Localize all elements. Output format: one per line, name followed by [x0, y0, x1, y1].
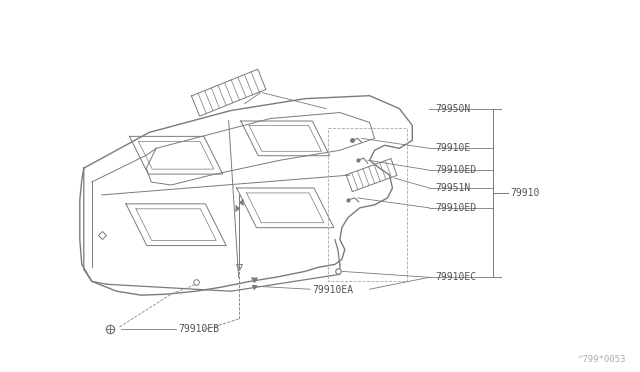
Text: ^799*0053: ^799*0053: [577, 355, 626, 364]
Text: 79910EA: 79910EA: [312, 285, 353, 295]
Text: 79910EB: 79910EB: [178, 324, 219, 334]
Text: 79951N: 79951N: [435, 183, 470, 193]
Text: 79910ED: 79910ED: [435, 165, 476, 175]
Text: 79910E: 79910E: [435, 143, 470, 153]
Text: 79950N: 79950N: [435, 103, 470, 113]
Text: 79910ED: 79910ED: [435, 203, 476, 213]
Text: 79910EC: 79910EC: [435, 272, 476, 282]
Text: 79910: 79910: [511, 188, 540, 198]
